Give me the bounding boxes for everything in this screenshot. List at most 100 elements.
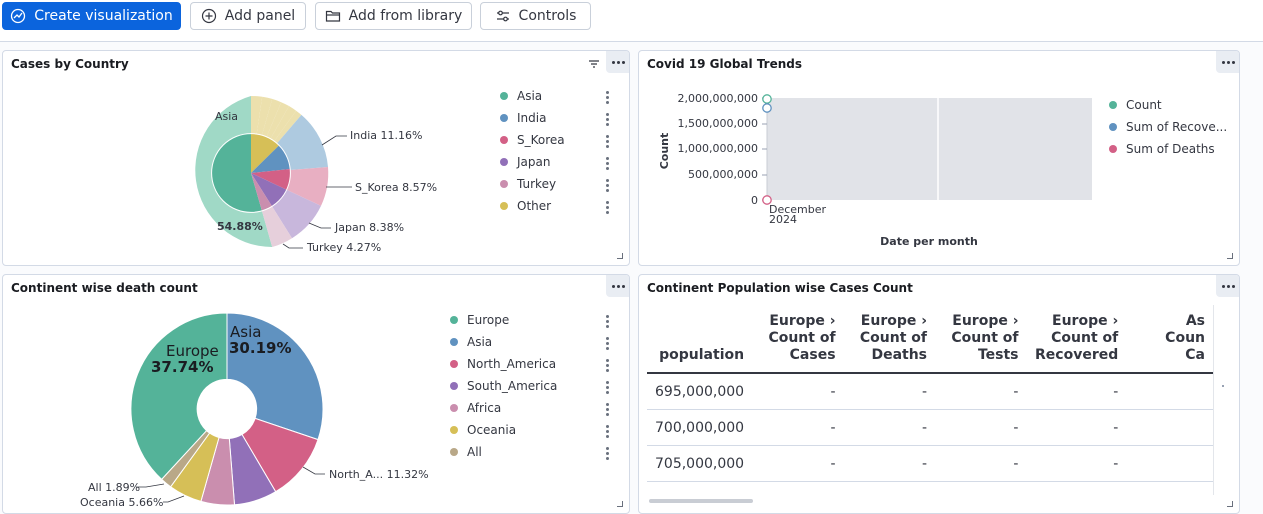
- panel-options-button[interactable]: [606, 51, 629, 73]
- table-cell: -: [843, 409, 936, 446]
- controls-button[interactable]: Controls: [480, 2, 591, 30]
- legend-item-other[interactable]: Other: [499, 195, 565, 217]
- vertical-scrollbar-thumb[interactable]: [1222, 385, 1224, 387]
- visualize-icon: [11, 8, 26, 24]
- legend-action-icon[interactable]: [606, 315, 609, 328]
- slice-skorea-inner[interactable]: [251, 169, 291, 190]
- slice-all[interactable]: [160, 430, 211, 488]
- slice-asia-sub-4[interactable]: [266, 102, 290, 139]
- legend-item-asia[interactable]: Asia: [499, 85, 565, 107]
- slice-europe[interactable]: [130, 312, 228, 481]
- add-panel-label: Add panel: [224, 8, 296, 24]
- asia-slice-pct: 30.19%: [229, 339, 291, 357]
- resize-handle[interactable]: [617, 501, 623, 507]
- legend-item-europe[interactable]: Europe: [449, 309, 557, 331]
- europe-slice-pct: 37.74%: [151, 358, 213, 376]
- column-header-asia-cases[interactable]: As Coun Ca: [1126, 307, 1213, 374]
- resize-handle[interactable]: [1227, 253, 1233, 259]
- dashboard-toolbar: Create visualization Add panel Add from …: [0, 0, 1263, 42]
- slice-skorea-outer[interactable]: [286, 167, 329, 206]
- legend-item-recovered[interactable]: Sum of Recove...: [1108, 116, 1227, 138]
- slice-turkey-outer[interactable]: [261, 206, 292, 247]
- legend-action-icon[interactable]: [606, 201, 609, 214]
- x-tick-month: December: [769, 203, 827, 216]
- slice-asia-sub-5[interactable]: [270, 106, 297, 142]
- add-from-library-label: Add from library: [348, 8, 463, 24]
- table-cell: [1126, 445, 1213, 482]
- slice-india-inner[interactable]: [251, 145, 291, 173]
- create-visualization-button[interactable]: Create visualization: [2, 2, 181, 30]
- legend-action-icon[interactable]: [606, 337, 609, 350]
- vertical-scrollbar-track[interactable]: [1213, 305, 1214, 495]
- legend-item-south-america[interactable]: South_America: [449, 375, 557, 397]
- slice-turkey-inner[interactable]: [251, 173, 272, 211]
- slice-asia[interactable]: [226, 312, 324, 441]
- legend-action-icon[interactable]: [606, 381, 609, 394]
- table-row: 700,000,000 - - - -: [647, 409, 1213, 446]
- more-icon: [611, 284, 625, 288]
- point-deaths[interactable]: [762, 195, 772, 205]
- column-header-population[interactable]: population: [647, 307, 753, 374]
- column-header-tests[interactable]: Europe › Count of Tests: [935, 307, 1027, 374]
- panel-title: Continent Population wise Cases Count: [647, 281, 913, 295]
- legend-item-count[interactable]: Count: [1108, 94, 1227, 116]
- column-header-deaths[interactable]: Europe › Count of Deaths: [843, 307, 936, 374]
- legend-action-icon[interactable]: [606, 91, 609, 104]
- point-recovered[interactable]: [762, 103, 772, 113]
- trends-line-chart: 2,000,000,000 1,500,000,000 1,000,000,00…: [658, 92, 1092, 248]
- legend-action-icon[interactable]: [606, 113, 609, 126]
- resize-handle[interactable]: [1227, 501, 1233, 507]
- panel-options-button[interactable]: [1216, 275, 1239, 297]
- legend-item-skorea[interactable]: S_Korea: [499, 129, 565, 151]
- legend-action-icon[interactable]: [606, 403, 609, 416]
- add-panel-button[interactable]: Add panel: [190, 2, 306, 30]
- legend-action-icon[interactable]: [606, 135, 609, 148]
- filter-icon[interactable]: [588, 58, 600, 70]
- legend-item-all[interactable]: All: [449, 441, 557, 463]
- slice-other-inner[interactable]: [251, 133, 280, 173]
- deaths-donut-chart: Europe 37.74% Asia 30.19% North_A... 11.…: [80, 312, 429, 509]
- slice-asia-sub-1[interactable]: [251, 95, 263, 134]
- panel-title: Cases by Country: [11, 57, 129, 71]
- slice-japan-inner[interactable]: [251, 173, 287, 207]
- table-cell: 705,000,000: [647, 445, 753, 482]
- panel-continent-deaths: Continent wise death count Europe 37.74%…: [2, 274, 630, 514]
- panel-title: Covid 19 Global Trends: [647, 57, 803, 71]
- slice-asia-sub-6[interactable]: [274, 110, 302, 144]
- legend-action-icon[interactable]: [606, 179, 609, 192]
- slice-asia-sub-2[interactable]: [256, 96, 273, 136]
- column-header-recovered[interactable]: Europe › Count of Recovered: [1026, 307, 1127, 374]
- legend-action-icon[interactable]: [606, 359, 609, 372]
- slice-india-outer[interactable]: [276, 114, 328, 170]
- legend-action-icon[interactable]: [606, 425, 609, 438]
- slice-asia-outer[interactable]: [195, 96, 273, 247]
- legend-item-africa[interactable]: Africa: [449, 397, 557, 419]
- slice-japan-outer[interactable]: [272, 189, 321, 239]
- legend-item-india[interactable]: India: [499, 107, 565, 129]
- japan-callout: Japan 8.38%: [334, 221, 404, 234]
- legend-item-north-america[interactable]: North_America: [449, 353, 557, 375]
- legend-action-icon[interactable]: [606, 447, 609, 460]
- slice-asia-inner[interactable]: [211, 133, 262, 213]
- y-tick: 0: [751, 194, 758, 207]
- legend-item-asia[interactable]: Asia: [449, 331, 557, 353]
- legend-item-turkey[interactable]: Turkey: [499, 173, 565, 195]
- north-america-callout: North_A... 11.32%: [329, 468, 429, 481]
- legend-item-japan[interactable]: Japan: [499, 151, 565, 173]
- horizontal-scrollbar-thumb[interactable]: [649, 499, 753, 503]
- panel-options-button[interactable]: [1216, 51, 1239, 73]
- resize-handle[interactable]: [617, 253, 623, 259]
- asia-slice-label: Asia: [230, 323, 261, 341]
- more-icon: [1221, 60, 1235, 64]
- legend-action-icon[interactable]: [606, 157, 609, 170]
- controls-label: Controls: [518, 8, 577, 24]
- legend-item-deaths[interactable]: Sum of Deaths: [1108, 138, 1227, 160]
- y-tick: 1,500,000,000: [678, 117, 758, 130]
- add-from-library-button[interactable]: Add from library: [315, 2, 472, 30]
- oceania-callout: Oceania 5.66%: [80, 496, 163, 509]
- slice-asia-sub-3[interactable]: [261, 98, 282, 137]
- panel-options-button[interactable]: [606, 275, 629, 297]
- column-header-cases[interactable]: Europe › Count of Cases: [752, 307, 844, 374]
- point-count[interactable]: [762, 94, 772, 104]
- legend-item-oceania[interactable]: Oceania: [449, 419, 557, 441]
